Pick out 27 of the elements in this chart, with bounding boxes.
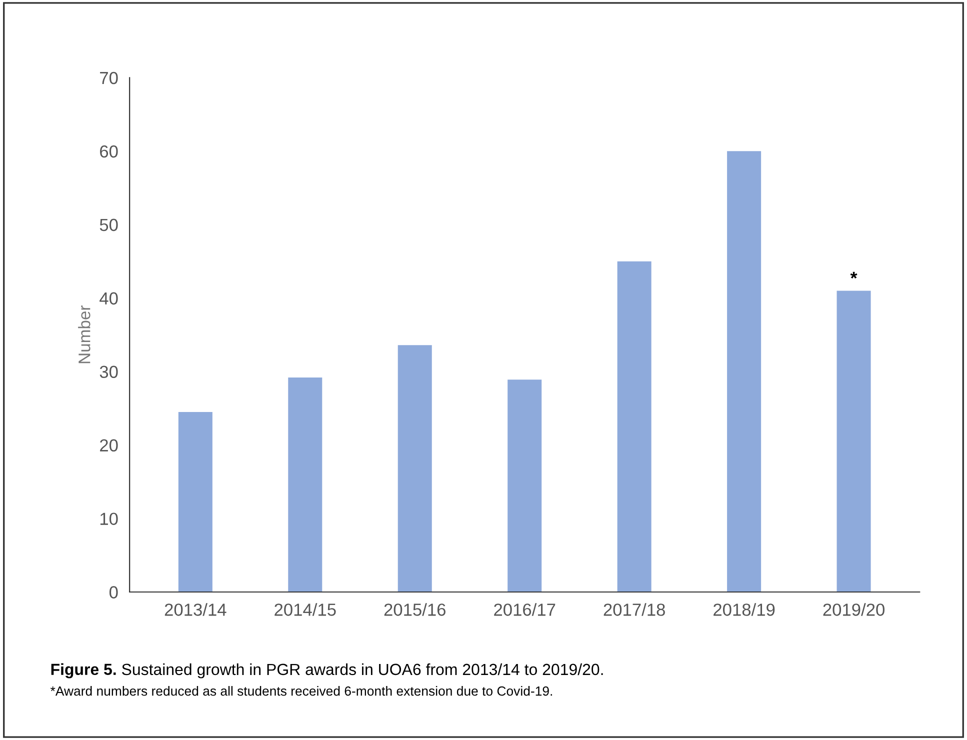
y-axis-title: Number — [78, 305, 90, 364]
y-tick-label: 10 — [100, 512, 118, 525]
y-tick-label: 60 — [100, 145, 118, 158]
y-tick-label: 30 — [100, 366, 118, 378]
x-tick-label: 2013/14 — [164, 603, 226, 616]
x-tick-label: 2015/16 — [384, 603, 446, 616]
bar — [508, 380, 542, 592]
bar — [288, 377, 322, 592]
x-tick-label: 2019/20 — [823, 603, 884, 616]
y-tick-label: 0 — [109, 586, 118, 598]
text: Sustained growth in PGR awards in UOA6 from 2013/14 to 2019/20. — [122, 663, 603, 678]
y-tick-label: 40 — [100, 292, 118, 305]
bar — [178, 412, 212, 592]
bar — [727, 151, 762, 592]
bar — [398, 345, 432, 592]
bar — [836, 290, 871, 592]
y-tick-label: 20 — [100, 439, 118, 452]
x-tick-label: 2018/19 — [714, 603, 775, 616]
x-tick-label: 2014/15 — [274, 603, 336, 616]
y-tick-label: 70 — [100, 72, 118, 84]
x-tick-label: 2016/17 — [494, 603, 556, 616]
caption: Figure 5. — [51, 663, 116, 678]
y-tick-label: 50 — [100, 218, 118, 232]
text: *Award numbers reduced as all students received 6-month extension due to Covid-19. — [50, 686, 552, 696]
bar — [617, 261, 652, 592]
x-tick-label: 2017/18 — [604, 603, 665, 616]
annotation: * — [850, 272, 858, 279]
